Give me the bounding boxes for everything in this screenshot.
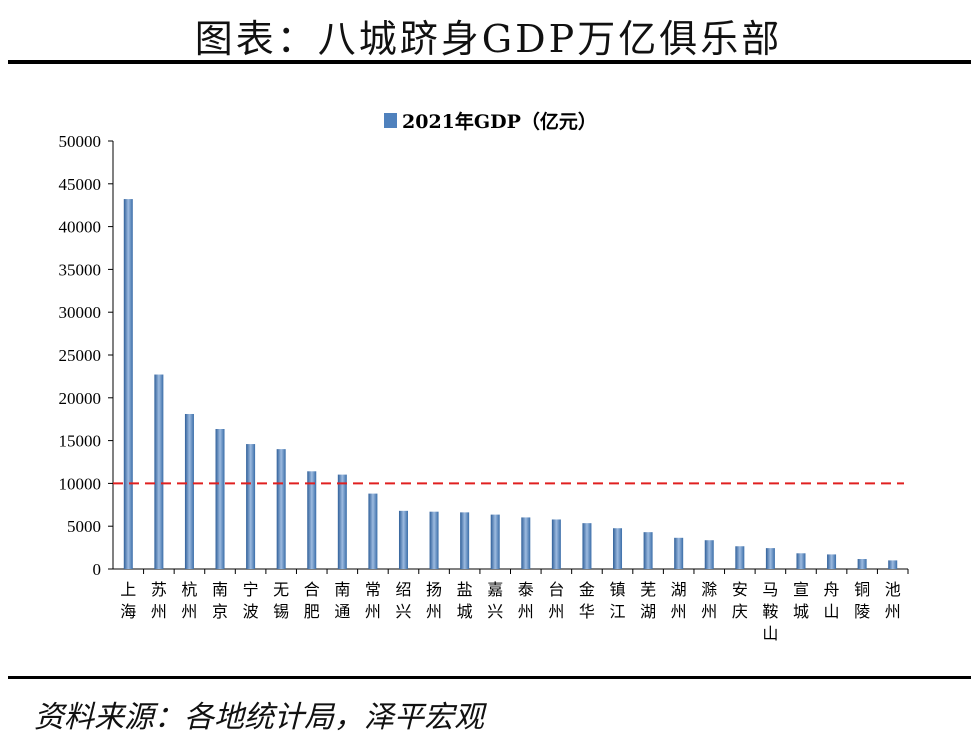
x-tick-label: 常	[365, 580, 381, 599]
y-tick-label: 20000	[59, 389, 102, 408]
x-tick-label: 上	[120, 580, 136, 599]
x-tick-label: 州	[518, 602, 534, 621]
x-tick-label: 芜	[640, 580, 656, 599]
y-tick-label: 45000	[59, 175, 102, 194]
top-divider	[8, 60, 971, 64]
bar	[184, 413, 194, 569]
bar	[460, 512, 470, 569]
x-tick-label: 州	[181, 602, 197, 621]
y-tick-label: 25000	[59, 346, 102, 365]
x-tick-label: 城	[793, 602, 809, 621]
x-tick-label: 兴	[487, 602, 503, 621]
bar	[704, 540, 714, 569]
bar	[215, 429, 225, 569]
x-tick-label: 南	[212, 580, 228, 599]
x-tick-label: 舟	[824, 580, 840, 599]
source-note: 资料来源：各地统计局，泽平宏观	[34, 700, 484, 735]
x-tick-label: 无	[273, 580, 289, 599]
x-tick-label: 泰	[518, 580, 534, 599]
x-tick-label: 宁	[243, 580, 259, 599]
bar	[582, 523, 592, 569]
bar	[368, 493, 378, 569]
bar	[429, 511, 439, 569]
x-tick-label: 州	[151, 602, 167, 621]
page-title: 图表：八城跻身GDP万亿俱乐部	[194, 17, 783, 61]
x-tick-label: 杭	[181, 580, 197, 599]
x-tick-label: 安	[732, 580, 748, 599]
y-tick-label: 35000	[59, 260, 102, 279]
gdp-bar-chart: 2021年GDP（亿元） 0 5000 10000 15000 20000 25000 30…	[59, 110, 909, 643]
y-tick-label: 15000	[59, 432, 102, 451]
y-tick-label: 0	[93, 560, 102, 579]
bar	[643, 532, 653, 569]
x-tick-label: 嘉	[487, 580, 503, 599]
x-tick-label: 京	[212, 602, 228, 621]
y-tick-label: 10000	[59, 474, 102, 493]
x-tick-label: 扬	[426, 580, 442, 599]
bar	[398, 510, 408, 569]
y-tick-label: 50000	[59, 132, 102, 151]
x-tick-label: 江	[610, 602, 626, 621]
x-tick-label: 铜	[854, 580, 870, 599]
legend: 2021年GDP（亿元）	[384, 110, 597, 133]
x-tick-label: 波	[243, 602, 259, 621]
bar	[551, 519, 561, 569]
x-tick-label: 华	[579, 602, 595, 621]
bottom-divider	[8, 676, 971, 679]
x-tick-label: 台	[548, 580, 564, 599]
x-tick-label: 州	[701, 602, 717, 621]
bar	[796, 553, 806, 569]
x-tick-label: 山	[762, 624, 778, 643]
legend-label: 2021年GDP（亿元）	[402, 110, 597, 133]
x-tick-label: 合	[304, 580, 320, 599]
bar	[735, 546, 745, 569]
x-tick-label: 镇	[610, 580, 626, 599]
x-tick-label: 湖	[671, 580, 687, 599]
bar	[888, 560, 898, 569]
x-tick-label: 绍	[395, 580, 411, 599]
x-tick-label: 州	[365, 602, 381, 621]
x-tick-label: 盐	[457, 580, 473, 599]
x-tick-label: 州	[671, 602, 687, 621]
bar	[307, 471, 317, 569]
x-tick-label: 宣	[793, 580, 809, 599]
y-tick-label: 5000	[67, 517, 101, 536]
legend-swatch	[384, 113, 397, 128]
x-tick-label: 州	[426, 602, 442, 621]
x-tick-label: 州	[548, 602, 564, 621]
bar	[337, 474, 347, 569]
x-tick-label: 金	[579, 580, 595, 599]
bar	[674, 537, 684, 569]
bar	[613, 528, 623, 569]
x-tick-label: 兴	[395, 602, 411, 621]
x-tick-label: 山	[824, 602, 840, 621]
x-tick-label: 陵	[854, 602, 870, 621]
bar	[827, 554, 837, 569]
x-tick-label: 马	[762, 580, 778, 599]
x-tick-label: 肥	[304, 602, 320, 621]
x-tick-label: 州	[885, 602, 901, 621]
x-tick-label: 池	[885, 580, 901, 599]
x-tick-label: 通	[334, 602, 350, 621]
bar	[521, 517, 531, 569]
x-tick-label: 城	[457, 602, 473, 621]
bar	[246, 444, 256, 569]
bar	[490, 514, 500, 569]
x-tick-label: 海	[120, 602, 136, 621]
x-tick-label: 苏	[151, 580, 167, 599]
y-tick-label: 40000	[59, 218, 102, 237]
bar	[857, 559, 867, 569]
x-tick-label: 鞍	[762, 602, 778, 621]
x-tick-label: 湖	[640, 602, 656, 621]
bar	[123, 199, 133, 570]
bar	[154, 374, 164, 569]
x-tick-label: 滁	[701, 580, 717, 599]
x-tick-label: 庆	[732, 602, 748, 621]
bar	[276, 449, 286, 569]
y-tick-label: 30000	[59, 303, 102, 322]
bar	[765, 548, 775, 569]
x-tick-label: 南	[334, 580, 350, 599]
x-tick-label: 锡	[273, 602, 289, 621]
